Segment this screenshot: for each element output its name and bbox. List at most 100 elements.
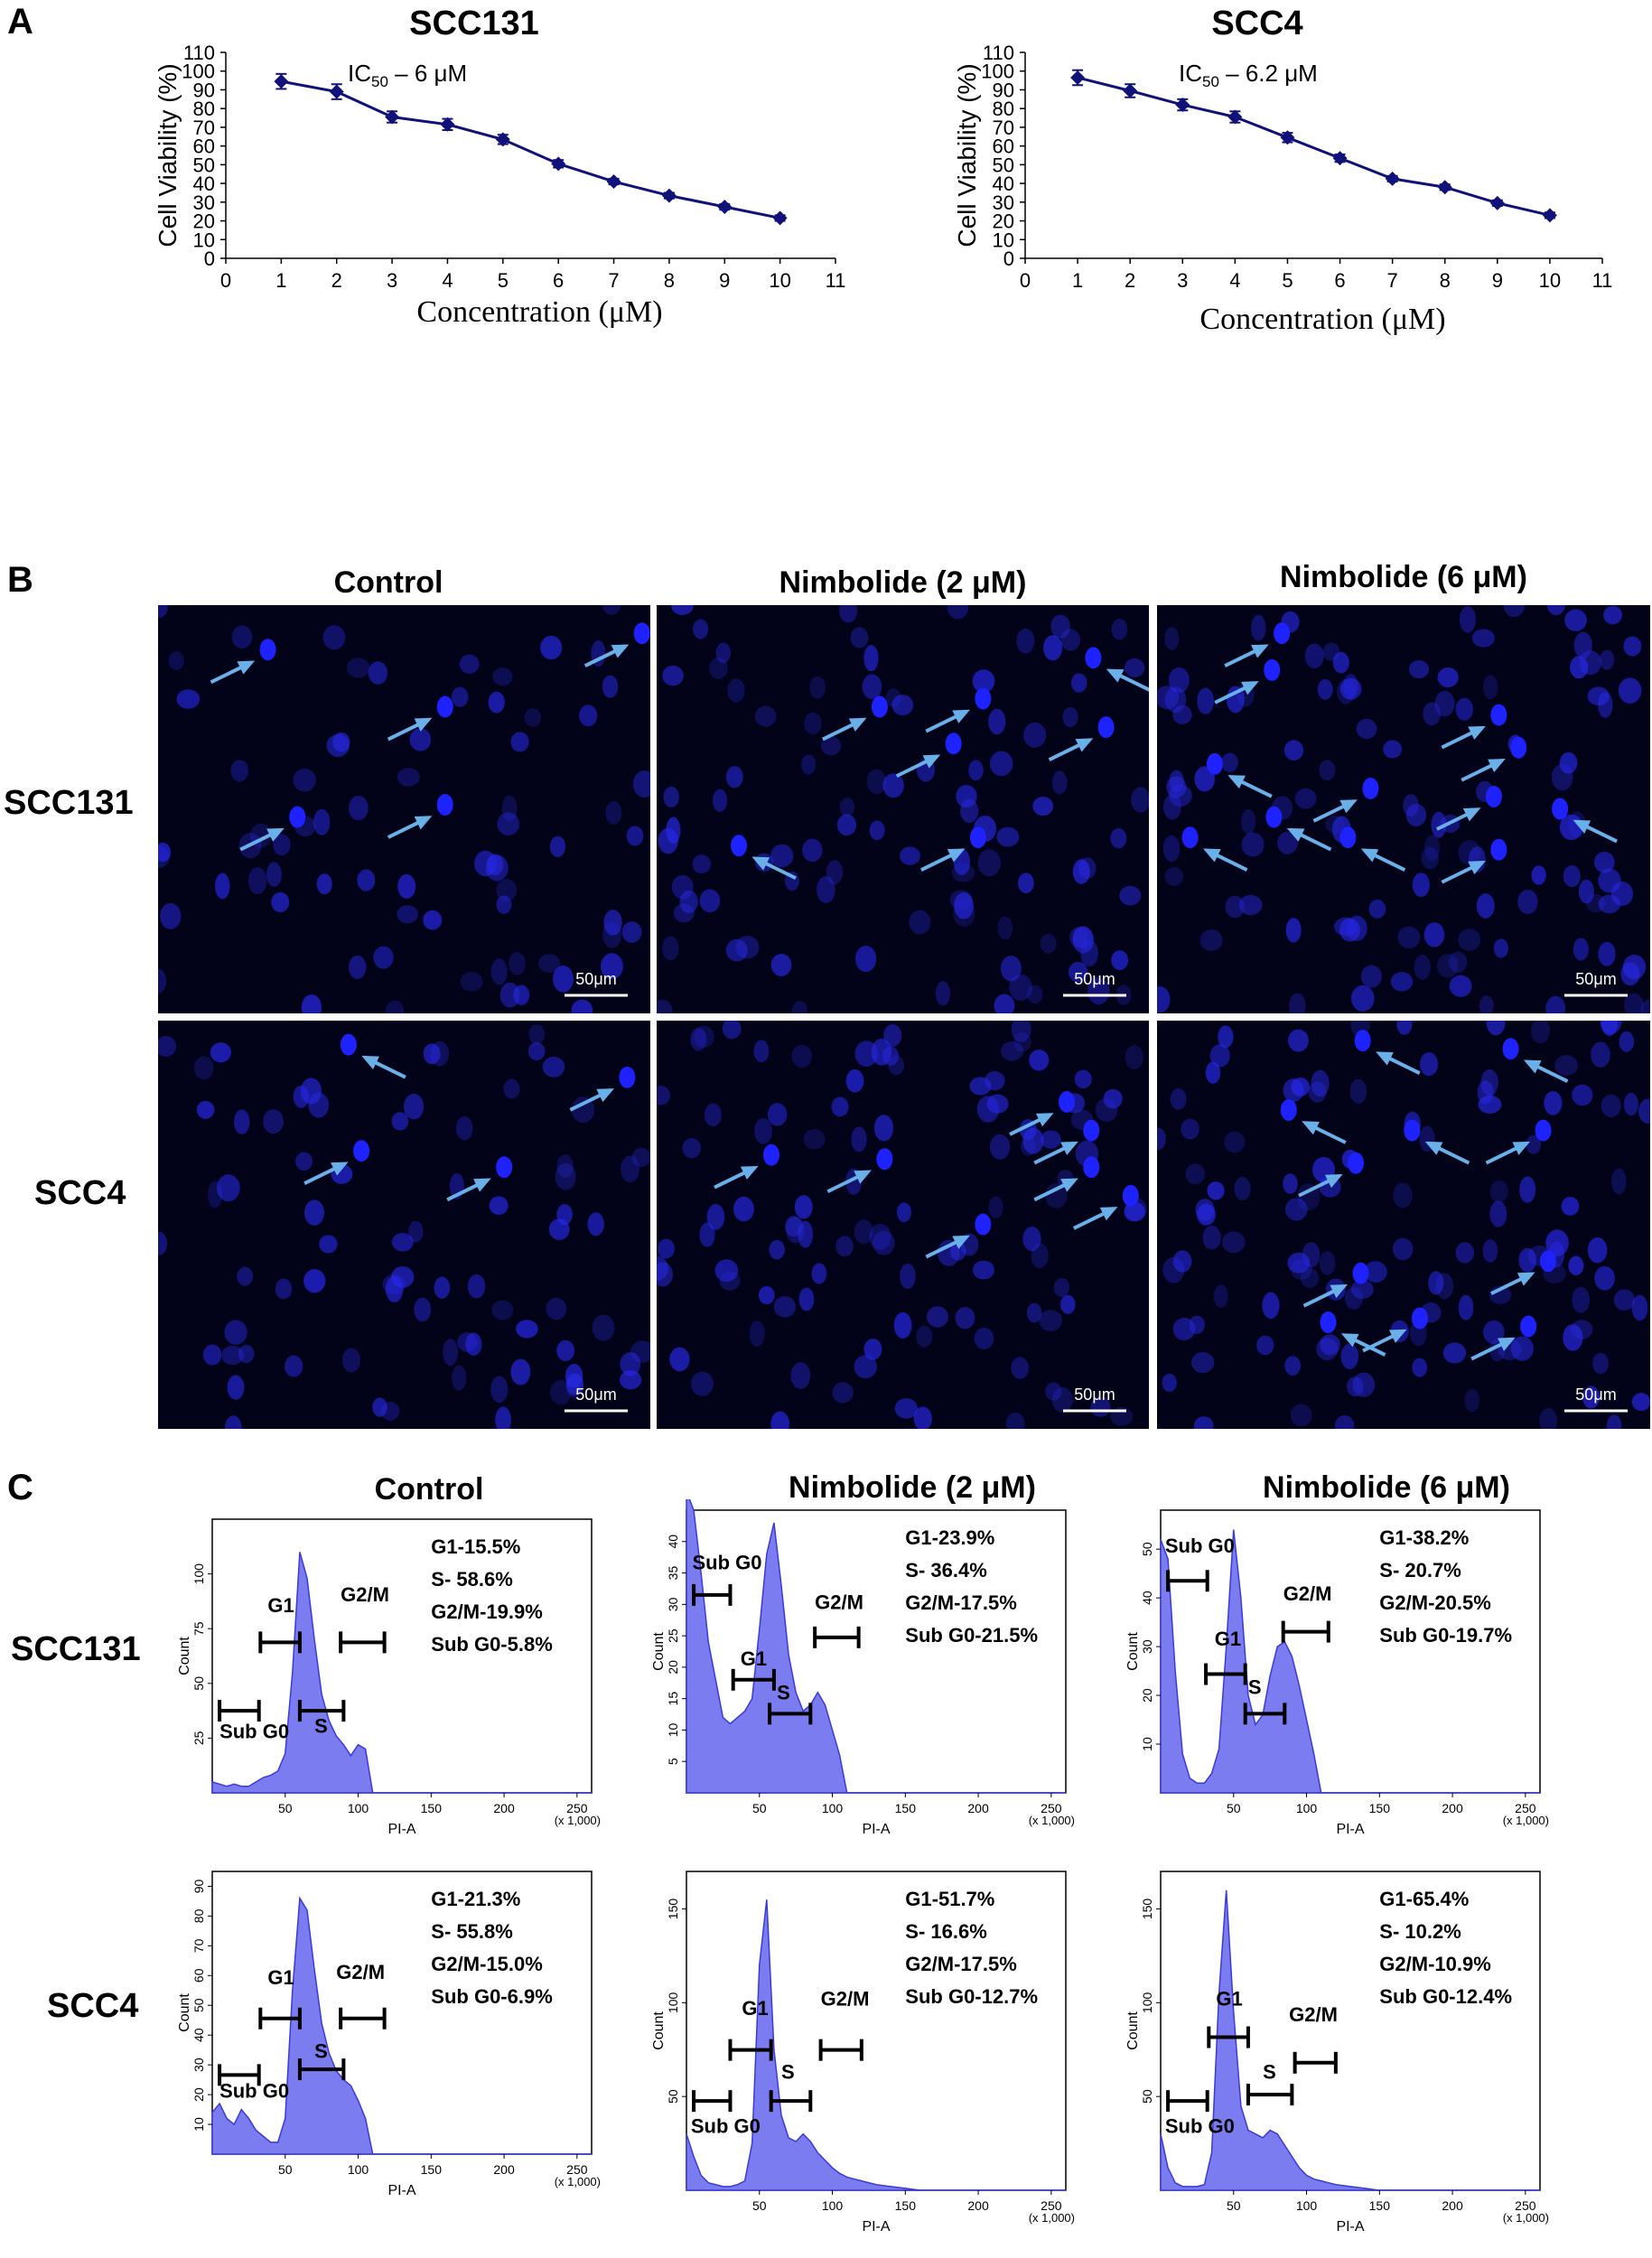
x-tick-label: 0 [1020,269,1031,292]
nucleus [227,1375,245,1400]
nucleus [1026,984,1043,1004]
nucleus [1551,763,1573,791]
bright-nucleus [259,639,276,661]
nucleus [1606,1414,1622,1429]
nucleus [1032,796,1054,816]
nucleus [968,760,984,781]
x-axis-title: PI-A [1336,2219,1364,2235]
nucleus [1119,885,1142,906]
nucleus [1572,1084,1593,1106]
pointer-arrowhead [1498,1337,1516,1351]
nucleus [225,1415,242,1429]
x-axis-title: Concentration (μM) [1199,303,1445,336]
nucleus [391,1112,409,1131]
nucleus [247,867,267,895]
bright-nucleus [1122,1184,1139,1207]
nucleus [490,958,508,985]
nucleus [620,1351,641,1376]
nucleus [193,1056,214,1080]
ic50-annotation: IC50 – 6 μM [348,60,467,90]
nucleus [1169,770,1184,792]
nucleus [491,1300,514,1320]
y-tick-label: 40 [193,173,215,195]
nucleus [1226,686,1245,714]
nucleus [455,1115,473,1141]
nucleus [1095,1098,1118,1123]
bright-nucleus [1362,777,1379,799]
y-tick-label: 70 [993,117,1014,139]
nucleus [196,1100,215,1119]
y-tick-label: 100 [191,1563,206,1585]
pointer-arrowhead [947,848,966,863]
nucleus [556,1153,574,1179]
nucleus [1005,1413,1025,1429]
nucleus [565,1374,583,1398]
y-tick-label: 90 [993,79,1014,101]
x-tick-label: 100 [822,1801,844,1815]
nucleus [1431,811,1447,838]
nucleus [997,916,1013,940]
bright-nucleus [763,1143,779,1166]
nucleus [836,814,856,836]
nucleus [1339,677,1362,700]
data-point [1123,83,1138,98]
nucleus [854,1040,879,1067]
nucleus [326,733,350,758]
phase-stat: Sub G0-21.5% [905,1624,1038,1647]
pointer-arrowhead [1227,775,1246,789]
panel-c-col-control: Control [374,1472,484,1507]
micrograph-scc4-nimbolide-2: 50μm [657,1021,1149,1429]
nucleus [894,1397,918,1419]
y-tick-label: 30 [1140,1639,1154,1654]
pointer-arrowhead [1286,827,1305,842]
phase-stat: G2/M-10.9% [1379,1953,1491,1975]
nucleus [1288,1029,1309,1052]
nucleus [1518,1247,1536,1273]
y-tick-label: 0 [1003,247,1014,270]
nucleus [1613,1289,1635,1311]
plot-frame [211,1871,593,2155]
x-axis-unit: (x 1,000) [1029,1814,1075,1827]
chart-title: SCC4 [1211,5,1302,42]
data-point [1227,109,1243,125]
bright-nucleus [975,1213,992,1236]
y-tick-label: 50 [191,1998,206,2012]
nucleus [1110,827,1127,849]
histogram-area [686,1899,1066,2191]
x-tick-label: 10 [769,269,790,292]
nucleus [1563,864,1581,888]
data-point [1385,171,1400,186]
nucleus [495,1406,511,1429]
y-tick-label: 25 [666,1628,680,1643]
nucleus [988,1196,1003,1219]
nucleus [1164,866,1184,886]
panel-a-letter: A [7,2,33,42]
pointer-arrowhead [1060,1141,1078,1155]
nucleus [900,1263,916,1290]
pointer-arrowhead [1035,1113,1054,1127]
data-point [1332,151,1348,166]
micrograph-image: 50μm [158,605,650,1013]
nucleus [1043,635,1063,661]
x-tick-label: 100 [822,2198,844,2213]
y-tick-label: 20 [1140,1688,1154,1703]
nucleus [385,1275,404,1302]
nucleus [996,826,1020,847]
x-tick-label: 6 [553,269,564,292]
pointer-arrowhead [1388,1329,1407,1343]
x-tick-label: 9 [719,269,730,292]
x-axis-unit: (x 1,000) [1029,2211,1075,2225]
nucleus [1225,895,1245,919]
nucleus [699,889,721,913]
histogram-scc131-nimbolide-2: 5 10 15 20 25 30 35 40 Count 50 100 150 200 250 PI-A (x… [651,1499,1075,1837]
bright-nucleus [1274,622,1291,645]
bright-nucleus [1352,1262,1369,1284]
nucleus [658,1238,675,1259]
nucleus [662,936,679,961]
pointer-arrowhead [952,1235,970,1249]
x-tick-label: 150 [421,1801,443,1815]
pointer-arrowhead [1203,848,1221,863]
nucleus [385,1000,405,1013]
nucleus [1029,1050,1050,1071]
nucleus [230,760,249,782]
